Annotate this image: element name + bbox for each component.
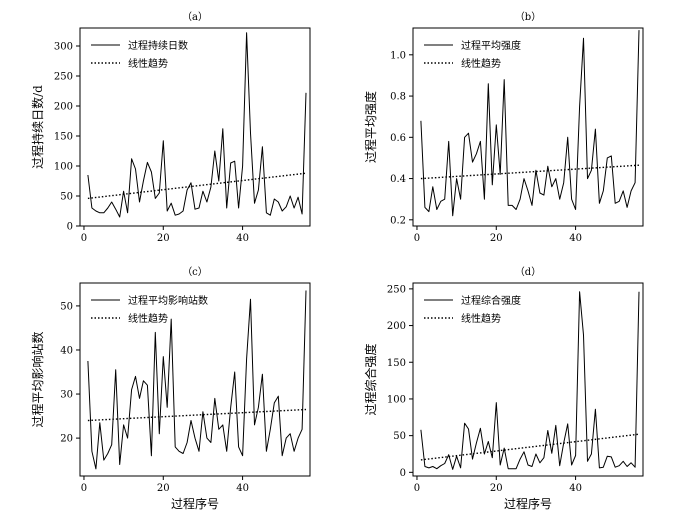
y-tick-label: 0.4 bbox=[390, 174, 406, 185]
x-tick-label: 20 bbox=[490, 483, 503, 494]
x-tick-label: 20 bbox=[490, 233, 503, 244]
plot-frame bbox=[412, 27, 644, 227]
plot-frame bbox=[79, 282, 311, 477]
plot-frame bbox=[412, 282, 644, 477]
x-axis-label: 过程序号 bbox=[504, 496, 552, 511]
x-tick-label: 40 bbox=[236, 483, 249, 494]
y-tick-label: 50 bbox=[60, 301, 73, 312]
legend-label: 线性趋势 bbox=[128, 57, 168, 70]
y-axis-label: 过程平均强度 bbox=[363, 91, 378, 163]
y-tick-label: 40 bbox=[60, 345, 73, 356]
y-tick-label: 150 bbox=[387, 358, 406, 369]
legend-label: 过程综合强度 bbox=[461, 294, 521, 307]
y-tick-label: 200 bbox=[387, 321, 406, 332]
y-tick-label: 250 bbox=[387, 284, 406, 295]
y-tick-label: 0.6 bbox=[390, 133, 406, 144]
series-line bbox=[420, 30, 640, 217]
y-tick-label: 20 bbox=[60, 434, 73, 445]
y-tick-label: 300 bbox=[54, 42, 73, 53]
y-tick-label: 250 bbox=[54, 72, 73, 83]
x-axis-label: 过程序号 bbox=[171, 496, 219, 511]
panel-title: （d） bbox=[515, 266, 541, 278]
panel-1: （a） 0 20 40 0 50 100 150 200 250 300 过程持续日数/d 过程持续日数… bbox=[30, 11, 311, 244]
y-tick-label: 50 bbox=[393, 431, 406, 442]
y-tick-label: 100 bbox=[387, 394, 406, 405]
y-axis-label: 过程综合强度 bbox=[363, 343, 378, 415]
y-tick-label: 30 bbox=[60, 390, 73, 401]
panel-4: （d）0 20 40050100150200250过程序号过程综合强度过程综合强度线… bbox=[363, 266, 644, 511]
legend-label: 线性趋势 bbox=[461, 57, 501, 70]
y-tick-label: 50 bbox=[60, 192, 73, 203]
y-tick-label: 200 bbox=[54, 102, 73, 113]
series-line bbox=[87, 32, 307, 218]
y-tick-label: 100 bbox=[54, 162, 73, 173]
y-tick-label: 0 bbox=[67, 222, 73, 233]
trend-line bbox=[420, 164, 640, 180]
legend-label: 过程平均强度 bbox=[461, 39, 521, 52]
x-tick-label: 0 bbox=[414, 483, 420, 494]
trend-line bbox=[420, 433, 640, 461]
x-tick-label: 0 bbox=[81, 233, 87, 244]
trend-line bbox=[87, 408, 307, 422]
series-line bbox=[420, 291, 640, 470]
panel-title: （a） bbox=[182, 11, 208, 23]
x-tick-label: 40 bbox=[569, 233, 582, 244]
y-tick-label: 150 bbox=[54, 132, 73, 143]
y-axis-label: 过程平均影响站数 bbox=[30, 331, 45, 427]
x-tick-label: 40 bbox=[569, 483, 582, 494]
legend-label: 过程平均影响站数 bbox=[128, 294, 208, 307]
panel-title: （c） bbox=[182, 266, 208, 278]
legend-label: 线性趋势 bbox=[128, 312, 168, 325]
x-tick-label: 40 bbox=[236, 233, 249, 244]
x-tick-label: 0 bbox=[414, 233, 420, 244]
series-line bbox=[87, 290, 307, 470]
y-tick-label: 1.0 bbox=[390, 50, 406, 61]
legend-label: 过程持续日数 bbox=[128, 39, 188, 52]
legend-label: 线性趋势 bbox=[461, 312, 501, 325]
y-tick-label: 0 bbox=[400, 468, 406, 479]
y-axis-label: 过程持续日数/d bbox=[30, 85, 45, 169]
panel-title: （b） bbox=[515, 11, 541, 23]
y-tick-label: 0.2 bbox=[390, 215, 406, 226]
plot-frame bbox=[79, 27, 311, 227]
x-tick-label: 20 bbox=[157, 233, 170, 244]
x-tick-label: 20 bbox=[157, 483, 170, 494]
x-tick-label: 0 bbox=[81, 483, 87, 494]
y-tick-label: 0.8 bbox=[390, 92, 406, 103]
trend-line bbox=[87, 172, 307, 200]
